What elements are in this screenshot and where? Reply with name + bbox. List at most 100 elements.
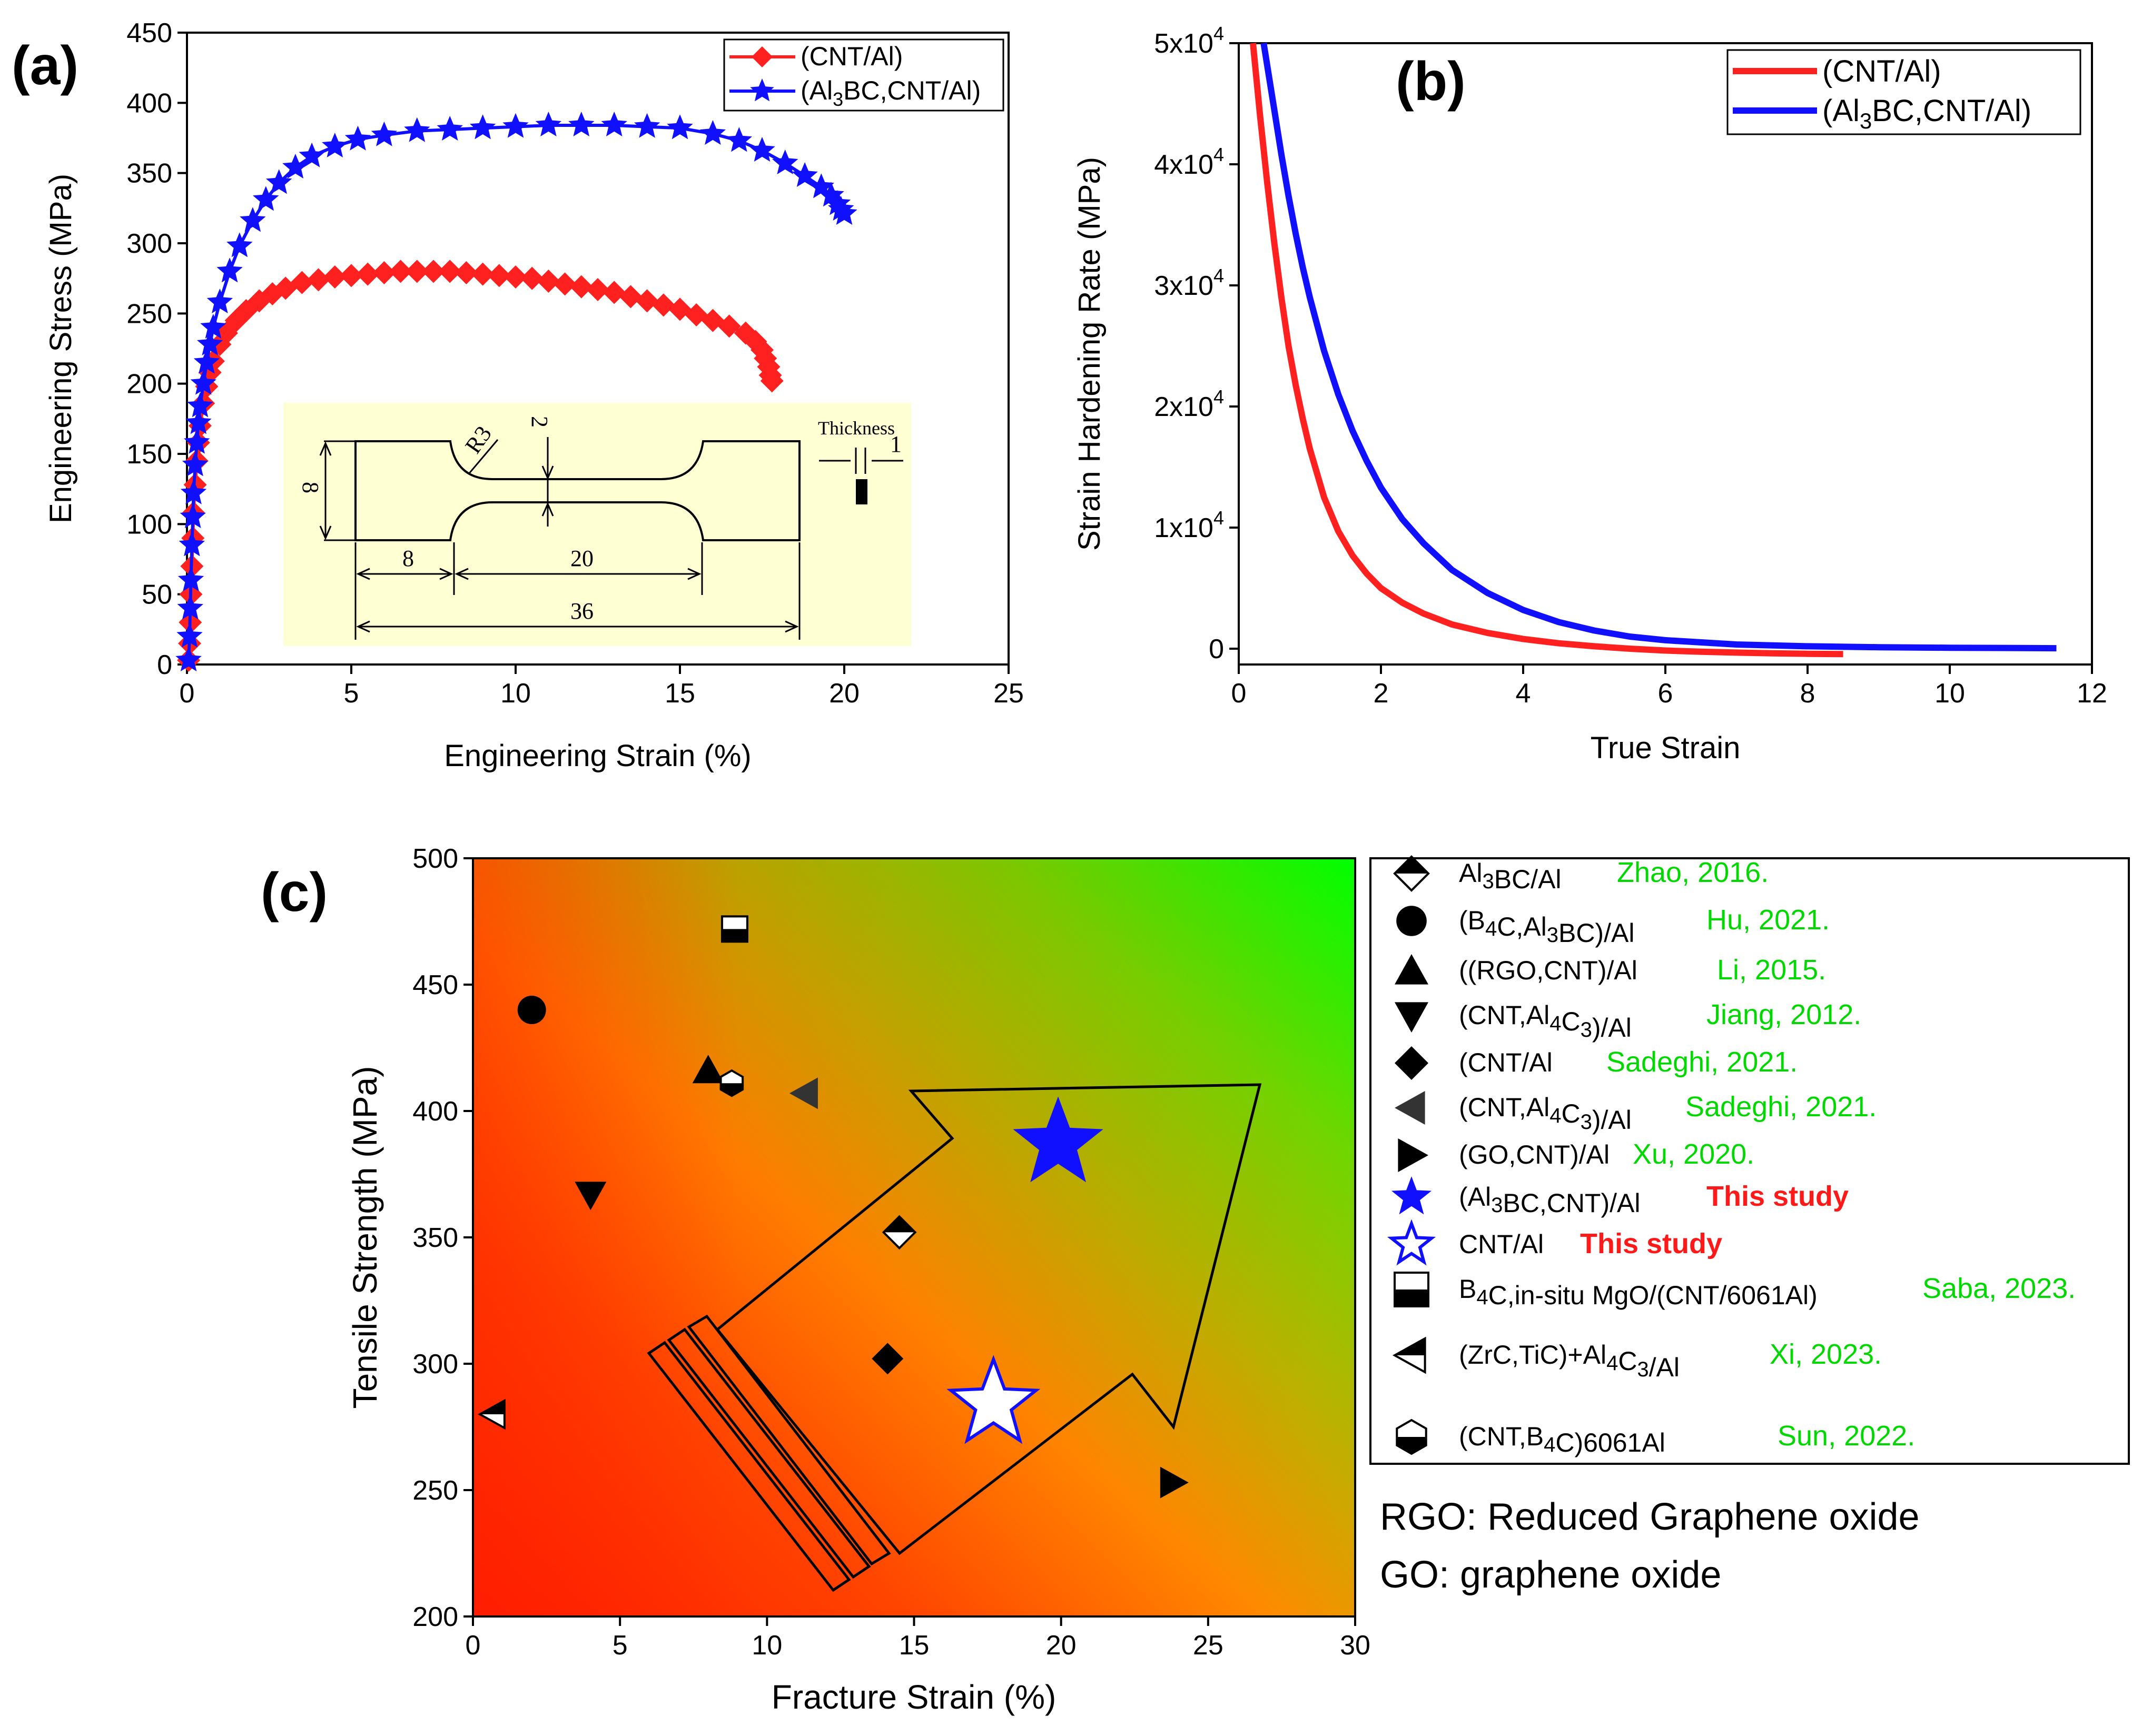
series-cnt-al [177, 260, 784, 672]
arrow-body [715, 1083, 1262, 1555]
y-tick-label: 1x104 [1154, 507, 1224, 543]
data-point [371, 121, 398, 146]
legend-reference: Saba, 2023. [1922, 1273, 2076, 1304]
y-tick-label: 450 [126, 18, 172, 48]
panel-a-label: (a) [12, 35, 78, 96]
data-point [487, 264, 511, 287]
data-point [206, 289, 233, 313]
data-point [226, 232, 253, 257]
data-point [553, 272, 577, 296]
data-point [749, 137, 775, 162]
legend-star-blue-icon [1391, 1176, 1432, 1215]
point-circle [517, 996, 546, 1024]
data-point [185, 409, 212, 434]
inset-label-height: 8 [298, 482, 323, 493]
legend-series-label: (CNT,B4C)6061Al [1459, 1422, 1665, 1457]
y-tick-label: 150 [126, 439, 172, 470]
data-point [601, 112, 627, 136]
data-point [652, 293, 675, 317]
panel-c-x-axis-label: Fracture Strain (%) [772, 1678, 1057, 1716]
legend-series-label: B4C,in-situ MgO/(CNT/6061Al) [1459, 1274, 1818, 1310]
y-tick-label: 350 [126, 158, 172, 189]
y-tick-label: 4x104 [1154, 144, 1224, 180]
data-point [586, 278, 609, 301]
legend-row: (ZrC,TiC)+Al4C3/Al Xi, 2023. [1392, 1336, 1882, 1382]
legend-series-label: Al3BC/Al [1459, 858, 1562, 894]
legend-triangle-down-icon [1395, 1002, 1428, 1033]
legend-reference: Li, 2015. [1717, 954, 1826, 986]
legend-row: (B4C,Al3BC)/Al Hu, 2021. [1396, 904, 1830, 948]
x-tick-label: 20 [1046, 1630, 1077, 1661]
point-hexagon-half [719, 1069, 744, 1097]
x-tick-label: 0 [1231, 678, 1247, 709]
panel-b-x-axis-label: True Strain [1591, 731, 1741, 765]
data-point [282, 154, 309, 178]
x-tick-label: 0 [180, 678, 195, 709]
point-diamond-half [882, 1215, 917, 1250]
specimen-inset: R3 2 8 8 20 36 Thickness 1 [283, 403, 911, 646]
legend-diamond-icon [752, 46, 773, 67]
point-triangle-left-gray [789, 1077, 818, 1109]
legend-marker-diamond [752, 46, 773, 67]
y-tick-label: 500 [412, 844, 458, 874]
panel-c-x-ticks: 0 5 10 15 20 25 30 [466, 1616, 1370, 1661]
legend-series-label: (ZrC,TiC)+Al4C3/Al [1459, 1340, 1680, 1382]
data-point [200, 314, 226, 339]
panel-b-x-ticks: 0 2 4 6 8 10 12 [1231, 664, 2107, 709]
legend-marker-star [750, 78, 774, 102]
data-point [422, 260, 445, 283]
data-point [569, 275, 593, 299]
inset-label-grip: 8 [402, 545, 414, 571]
data-point [179, 531, 205, 557]
panel-a-legend-cnt-al: (CNT/Al) [801, 42, 903, 71]
y-tick-label: 200 [126, 369, 172, 400]
data-point [772, 150, 798, 174]
legend-star-icon [750, 78, 774, 102]
data-point [299, 142, 325, 167]
y-tick-label: 250 [412, 1475, 458, 1506]
data-point [176, 622, 203, 648]
series-cnt-al-line [1250, 43, 1843, 658]
y-tick-label: 450 [412, 970, 458, 1000]
legend-star-open-icon [1387, 1219, 1436, 1266]
data-point [537, 270, 560, 293]
panel-a-y-ticks: 0 50 100 150 200 250 300 350 400 450 [126, 18, 187, 680]
y-tick-label: 400 [126, 88, 172, 118]
x-tick-label: 15 [899, 1630, 930, 1661]
legend-square-half-icon [1394, 1272, 1429, 1307]
panel-c-gradient-overlay [473, 858, 1355, 1616]
inset-background [283, 403, 911, 646]
legend-reference: Xu, 2020. [1633, 1138, 1754, 1170]
data-point [520, 266, 544, 290]
data-point [792, 162, 818, 187]
point-triangle-left-half [477, 1398, 506, 1430]
y-tick-label: 0 [1209, 634, 1224, 664]
point-diamond [872, 1343, 904, 1375]
x-tick-label: 10 [1934, 678, 1965, 709]
legend-series-label: (Al3BC,CNT)/Al [1459, 1182, 1640, 1218]
data-point [180, 503, 206, 528]
data-point [504, 265, 527, 289]
panel-a-plot-area [186, 32, 1010, 666]
y-tick-label: 2x104 [1154, 386, 1224, 422]
data-point [184, 429, 210, 454]
data-point [240, 207, 266, 232]
point-star-open [946, 1355, 1041, 1444]
point-triangle-right [1160, 1466, 1189, 1499]
data-point [619, 285, 643, 309]
panel-b-legend-al3bc-cnt-al: (Al3BC,CNT/Al) [1822, 94, 2031, 133]
x-tick-label: 20 [829, 678, 860, 709]
legend-triangle-left-half-icon [1392, 1336, 1426, 1374]
panel-a-legend: (CNT/Al) (Al3BC,CNT/Al) [723, 38, 1004, 112]
y-tick-label: 200 [412, 1602, 458, 1632]
data-point [603, 281, 626, 304]
x-tick-label: 8 [1800, 678, 1815, 709]
data-point [323, 265, 347, 289]
series-al3bc-cnt-al-line [1260, 43, 2057, 652]
legend-triangle-right-icon [1398, 1138, 1428, 1172]
x-tick-label: 4 [1516, 678, 1531, 709]
point-star-blue [1013, 1096, 1103, 1183]
x-tick-label: 6 [1658, 678, 1673, 709]
